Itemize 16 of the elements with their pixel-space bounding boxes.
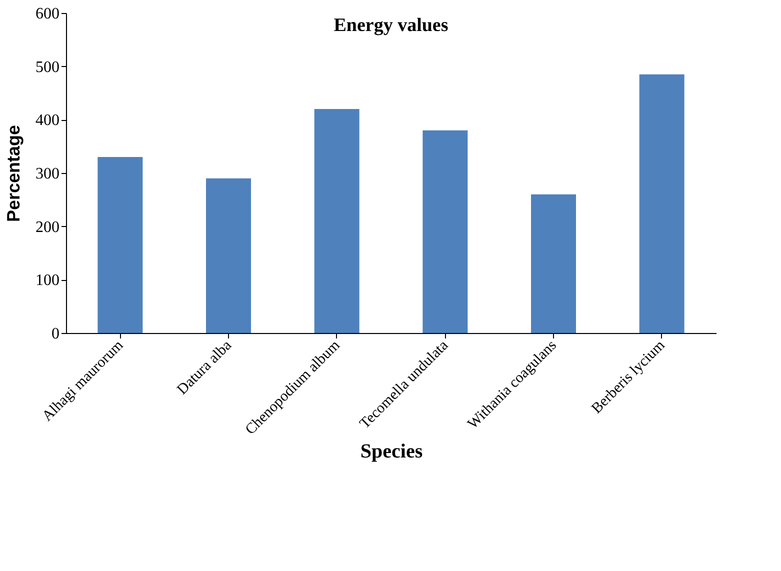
y-tick-label: 500 xyxy=(36,58,60,76)
bar xyxy=(639,74,684,333)
bar xyxy=(98,157,143,333)
bar xyxy=(206,178,251,333)
y-tick-label: 0 xyxy=(52,326,60,342)
y-axis-title: Percentage xyxy=(4,124,24,222)
y-tick-label: 400 xyxy=(36,112,60,130)
y-tick-label: 300 xyxy=(36,166,60,182)
y-tick-label: 100 xyxy=(36,272,60,290)
bar xyxy=(531,194,576,333)
chart-title: Energy values xyxy=(334,15,448,36)
bar xyxy=(422,130,468,333)
y-tick-label: 600 xyxy=(36,6,60,22)
x-axis-title: Species xyxy=(360,440,423,462)
y-tick-label: 200 xyxy=(36,218,60,236)
bar xyxy=(314,109,360,333)
